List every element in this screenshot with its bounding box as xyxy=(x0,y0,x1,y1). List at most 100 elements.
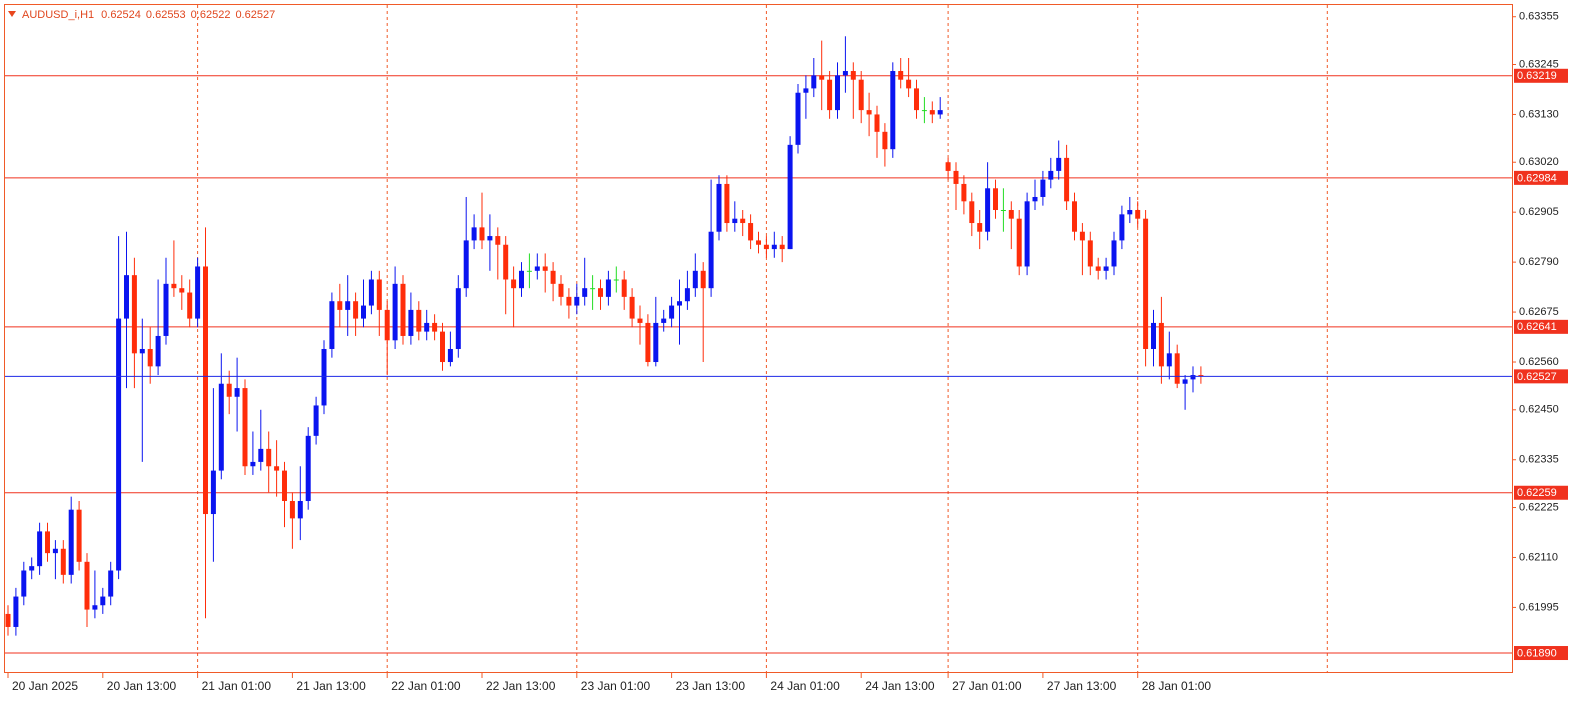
candle-body xyxy=(1095,266,1101,271)
candle-body xyxy=(463,240,469,289)
candle-body xyxy=(13,596,19,627)
x-tick-label: 23 Jan 13:00 xyxy=(676,679,746,693)
candle-body xyxy=(52,548,58,554)
candle-body xyxy=(803,88,809,93)
candle-body xyxy=(534,266,540,271)
candle-body xyxy=(487,236,493,241)
candle-body xyxy=(60,548,66,575)
candle-body xyxy=(218,383,224,471)
quote-close: 0.62527 xyxy=(235,9,275,21)
level-label: 0.62641 xyxy=(1517,321,1557,333)
candle-body xyxy=(898,71,904,80)
candle-body xyxy=(1000,210,1006,212)
candle-body xyxy=(124,275,129,319)
candle-body xyxy=(503,244,509,280)
candle-body xyxy=(479,227,485,241)
candle-body xyxy=(471,227,477,241)
candle-body xyxy=(68,509,74,575)
candle-body xyxy=(795,92,801,145)
candle-body xyxy=(969,201,975,224)
candle-body xyxy=(1174,353,1180,384)
candle-body xyxy=(234,388,240,397)
candle-body xyxy=(155,335,161,367)
candle-body xyxy=(242,388,248,467)
candle-body xyxy=(921,110,927,112)
candle-body xyxy=(937,110,943,115)
candle-body xyxy=(621,279,627,297)
chart-header: AUDUSD_i,H1 0.62524 0.62553 0.62522 0.62527 xyxy=(22,9,275,21)
candle-body xyxy=(179,288,185,293)
candle-body xyxy=(708,231,714,289)
candle-body xyxy=(1087,240,1093,267)
candle-body xyxy=(598,288,603,297)
candle-body xyxy=(993,188,998,211)
candle-body xyxy=(1119,214,1125,241)
candle-body xyxy=(716,183,722,232)
candle-body xyxy=(408,309,414,336)
candle-body xyxy=(37,531,43,567)
x-tick-label: 23 Jan 01:00 xyxy=(581,679,651,693)
candle-body xyxy=(661,318,667,323)
candle-body xyxy=(92,605,98,610)
candle-body xyxy=(376,279,382,310)
candle-body xyxy=(416,309,422,332)
collapse-triangle[interactable] xyxy=(8,11,16,17)
candle-body xyxy=(274,466,280,471)
candle-body xyxy=(1079,231,1085,241)
level-label: 0.63219 xyxy=(1517,70,1557,82)
y-tick-label: 0.62560 xyxy=(1519,356,1559,368)
current-price-bg xyxy=(1514,369,1568,384)
candle-body xyxy=(1040,179,1046,197)
symbol: AUDUSD_i,H1 xyxy=(22,9,94,21)
candle-body xyxy=(842,71,848,76)
candle-body xyxy=(566,296,572,306)
candle-body xyxy=(763,244,769,250)
candle-body xyxy=(1198,375,1204,377)
candle-body xyxy=(858,79,864,111)
x-tick-label: 20 Jan 13:00 xyxy=(107,679,177,693)
candle-body xyxy=(906,79,912,89)
candle-body xyxy=(392,283,398,341)
candle-body xyxy=(882,131,888,150)
candle-body xyxy=(985,188,991,232)
plot-frame xyxy=(4,4,1513,673)
candle-body xyxy=(787,144,793,250)
candle-body xyxy=(45,531,50,554)
candle-body xyxy=(582,288,588,297)
candle-body xyxy=(1008,210,1014,219)
candle-body xyxy=(29,566,35,571)
candle-body xyxy=(961,183,967,202)
candle-body xyxy=(929,110,935,115)
y-tick-label: 0.62450 xyxy=(1519,404,1559,416)
candle-body xyxy=(368,279,374,306)
candle-body xyxy=(440,331,445,363)
candle-body xyxy=(84,561,90,610)
candle-body xyxy=(874,114,880,132)
candle-body xyxy=(187,292,193,319)
candle-body xyxy=(748,223,754,241)
candle-body xyxy=(131,275,137,354)
candle-body xyxy=(945,162,951,171)
candle-body xyxy=(613,279,619,281)
y-tick-label: 0.61995 xyxy=(1519,601,1559,613)
candle-body xyxy=(1016,218,1022,267)
level-label-bg xyxy=(1514,646,1568,661)
y-tick-label: 0.62790 xyxy=(1519,256,1559,268)
candle-body xyxy=(819,75,825,80)
candle-body xyxy=(329,301,335,349)
candle-body xyxy=(953,170,959,184)
candle-body xyxy=(771,244,777,250)
candle-body xyxy=(1032,196,1038,202)
candle-body xyxy=(1135,210,1141,219)
x-tick-label: 22 Jan 13:00 xyxy=(486,679,556,693)
candle-body xyxy=(550,270,556,284)
candle-body xyxy=(424,322,430,332)
candle-body xyxy=(519,270,524,289)
candle-body xyxy=(653,322,659,363)
candle-body xyxy=(1048,170,1054,180)
candle-body xyxy=(432,322,438,332)
quote-low: 0.62522 xyxy=(191,9,231,21)
candle-body xyxy=(558,283,564,297)
x-tick-label: 22 Jan 01:00 xyxy=(391,679,461,693)
candle-body xyxy=(345,301,351,310)
